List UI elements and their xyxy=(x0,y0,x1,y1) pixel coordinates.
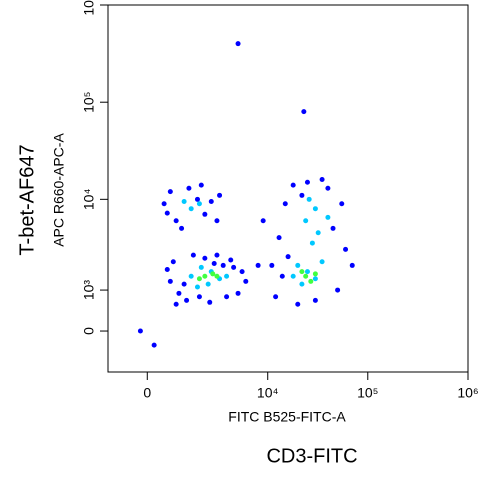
point xyxy=(325,185,331,191)
point xyxy=(335,287,341,293)
point xyxy=(184,297,190,303)
point xyxy=(202,211,208,217)
point xyxy=(198,182,204,188)
x-tick-label: 0 xyxy=(143,385,151,401)
point xyxy=(214,218,220,224)
point xyxy=(176,290,182,296)
y-tick-label: 10⁵ xyxy=(81,92,97,113)
y-annotation: T-bet-AF647 xyxy=(16,144,38,255)
point xyxy=(161,201,167,207)
x-annotation: CD3-FITC xyxy=(266,445,357,467)
point xyxy=(308,278,314,284)
point xyxy=(269,262,275,268)
point xyxy=(224,294,230,300)
x-axis-label: FITC B525-FITC-A xyxy=(228,409,346,425)
point xyxy=(207,299,213,305)
point xyxy=(188,273,194,279)
x-tick-label: 10⁶ xyxy=(457,385,478,401)
point xyxy=(164,210,170,216)
point xyxy=(299,281,305,287)
point xyxy=(339,201,345,207)
point xyxy=(181,198,187,204)
point xyxy=(194,196,200,202)
point xyxy=(312,276,318,282)
point xyxy=(235,290,241,296)
point xyxy=(299,269,305,275)
point xyxy=(167,278,173,284)
y-tick-label: 10⁴ xyxy=(81,189,97,211)
point xyxy=(181,281,187,287)
point xyxy=(304,179,310,185)
point xyxy=(279,273,285,279)
point xyxy=(194,284,200,290)
y-axis-label: APC R660-APC-A xyxy=(51,133,67,247)
point xyxy=(312,206,318,212)
point xyxy=(214,273,220,279)
point xyxy=(290,273,296,279)
point xyxy=(220,262,226,268)
point xyxy=(325,214,331,220)
point xyxy=(190,252,196,258)
point xyxy=(260,218,266,224)
point xyxy=(306,196,312,202)
point xyxy=(202,255,208,261)
point xyxy=(295,262,301,268)
point xyxy=(137,328,143,334)
point xyxy=(164,266,170,272)
point xyxy=(303,218,309,224)
plot-frame xyxy=(107,4,469,373)
point xyxy=(217,192,223,198)
x-tick-label: 10⁴ xyxy=(257,385,279,401)
point xyxy=(170,259,176,265)
point xyxy=(319,259,325,265)
point xyxy=(202,273,208,279)
point xyxy=(343,246,349,252)
point xyxy=(273,294,279,300)
x-tick-label: 10⁵ xyxy=(357,385,378,401)
point xyxy=(285,254,291,260)
point xyxy=(228,257,234,263)
point xyxy=(151,342,157,348)
point xyxy=(295,301,301,307)
point xyxy=(290,182,296,188)
y-tick-label: 10³ xyxy=(81,280,97,301)
point xyxy=(173,218,179,224)
point xyxy=(210,271,216,277)
point xyxy=(173,301,179,307)
point xyxy=(301,109,307,115)
point xyxy=(211,261,217,267)
point xyxy=(239,269,245,275)
point xyxy=(196,294,202,300)
point xyxy=(196,201,202,207)
point xyxy=(303,273,309,279)
point xyxy=(198,264,204,270)
point xyxy=(315,230,321,236)
point xyxy=(255,262,261,268)
point xyxy=(208,198,214,204)
point xyxy=(312,297,318,303)
point xyxy=(282,201,288,207)
point xyxy=(188,206,194,212)
point xyxy=(167,189,173,195)
point xyxy=(349,262,355,268)
point xyxy=(224,273,230,279)
point xyxy=(196,276,202,282)
y-tick-label: 10⁶ xyxy=(81,0,97,16)
point xyxy=(231,264,237,270)
point xyxy=(214,252,220,258)
point xyxy=(205,281,211,287)
point xyxy=(319,177,325,183)
point xyxy=(304,269,310,275)
point xyxy=(299,192,305,198)
point xyxy=(243,278,249,284)
point xyxy=(330,225,336,231)
point xyxy=(309,240,315,246)
point xyxy=(235,41,241,47)
y-tick-label: 0 xyxy=(81,327,97,335)
point xyxy=(276,235,282,241)
point xyxy=(179,225,185,231)
point xyxy=(312,271,318,277)
point xyxy=(186,185,192,191)
